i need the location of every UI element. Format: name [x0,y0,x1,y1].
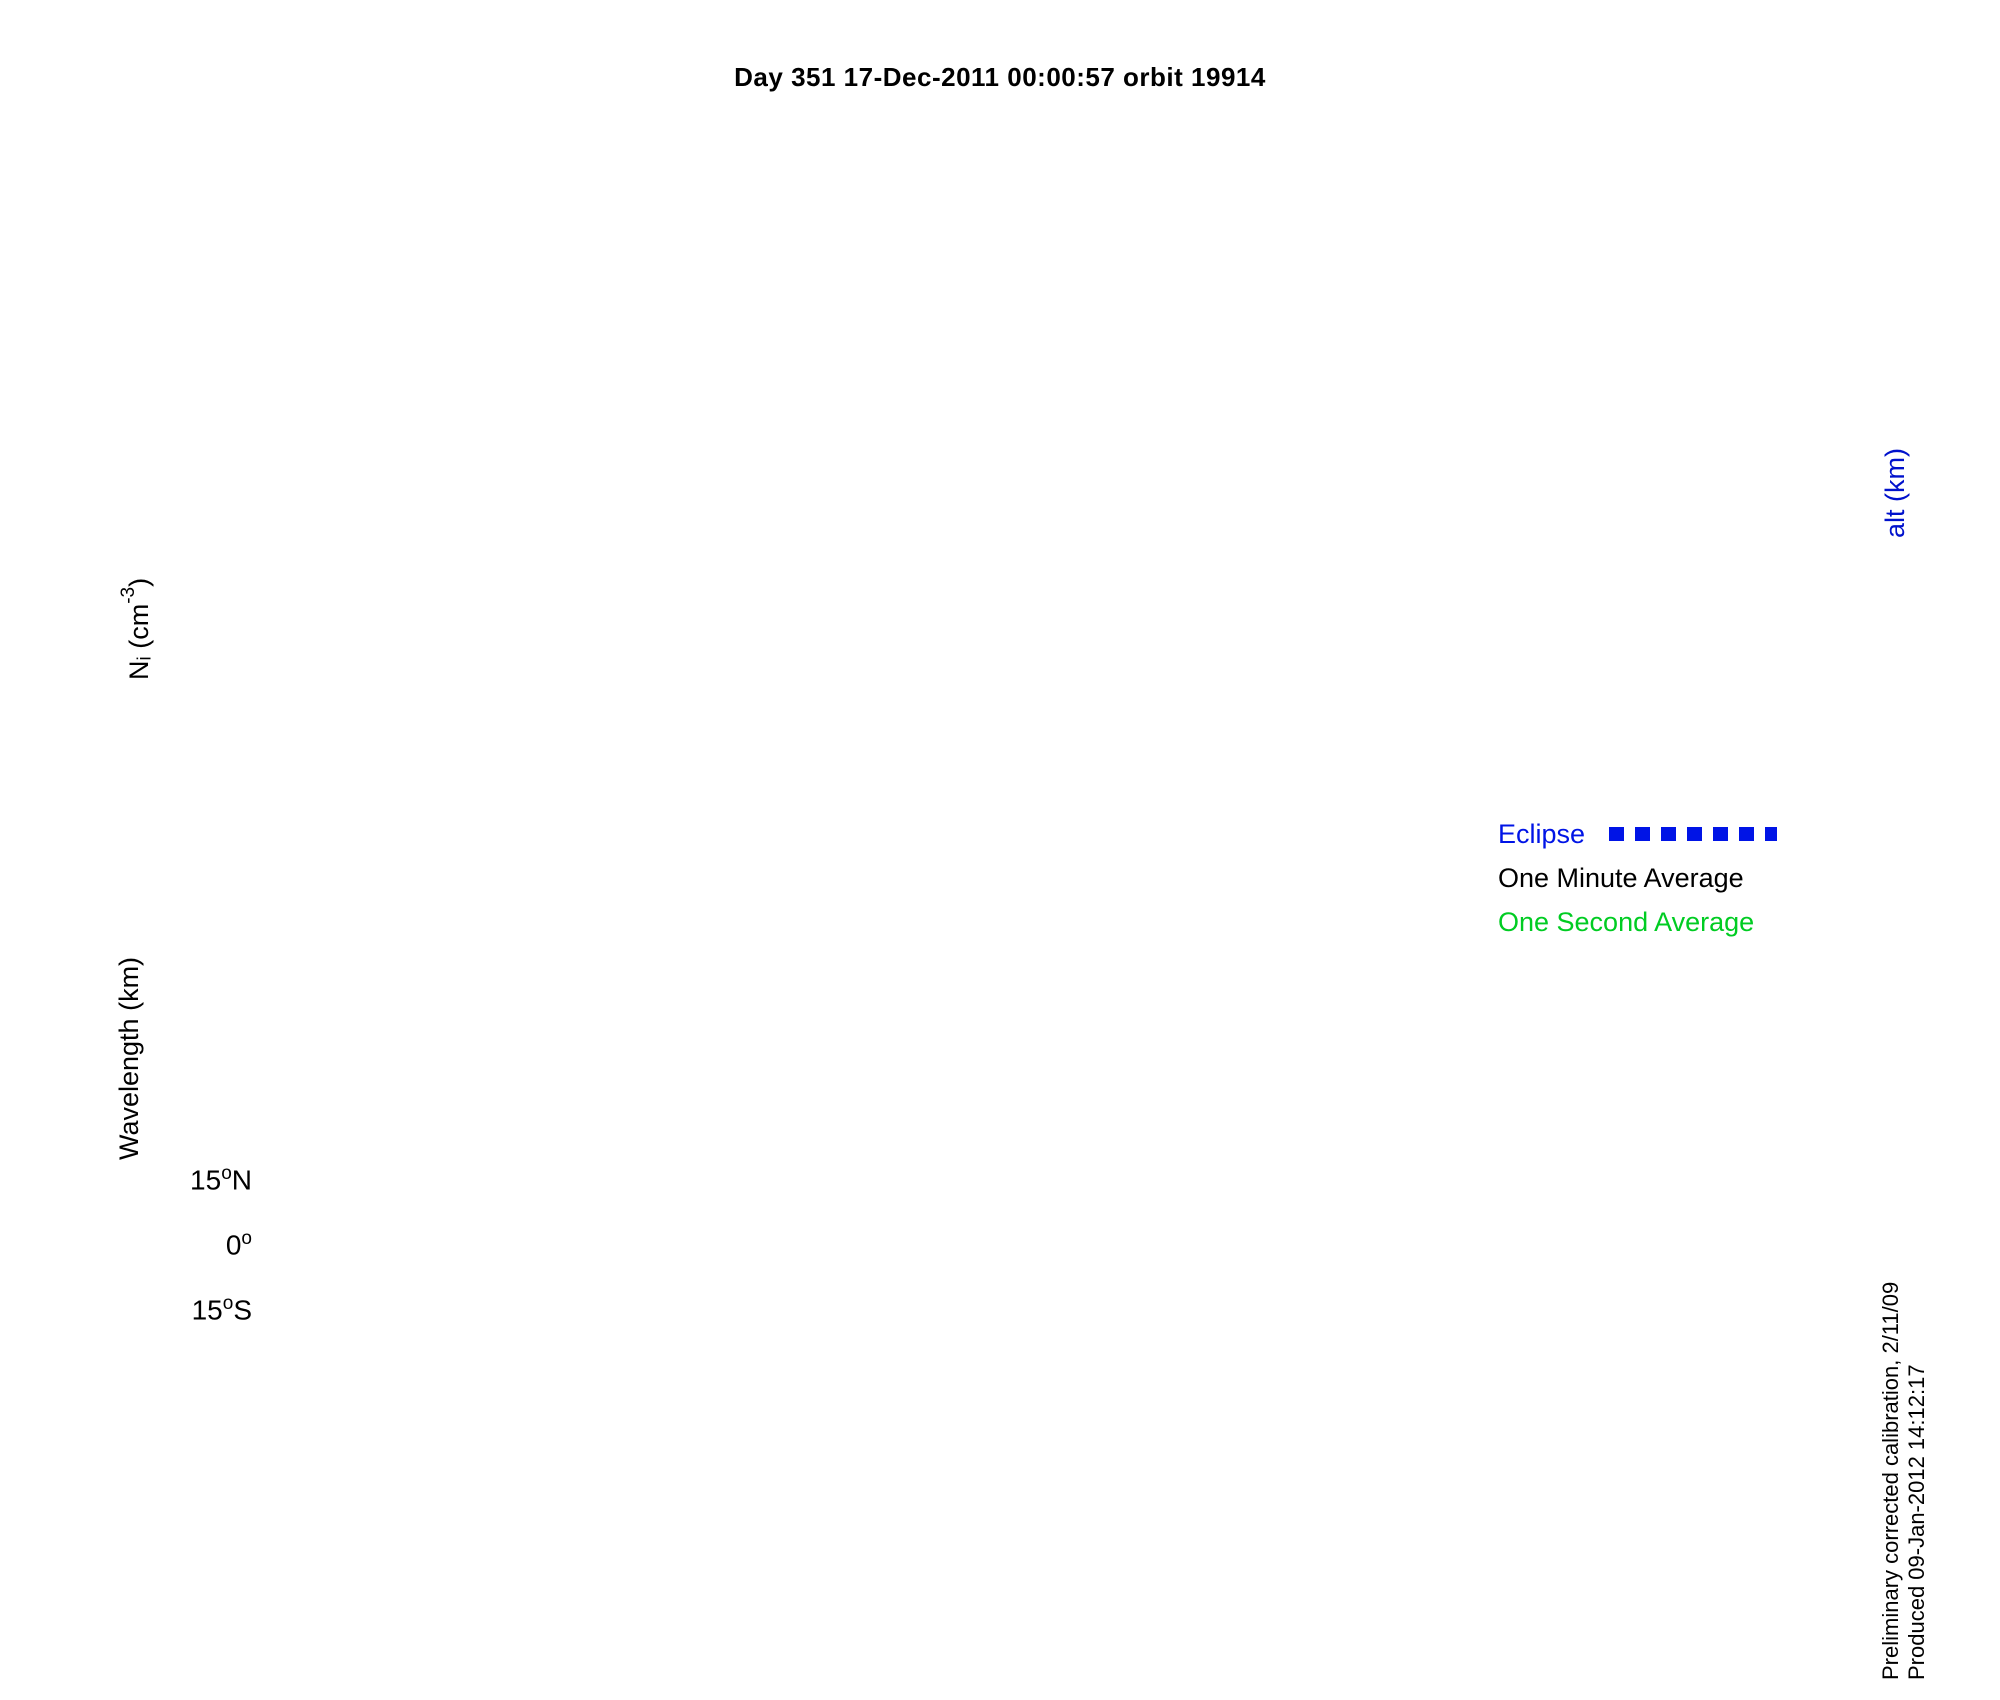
side-annotation: Preliminary corrected calibration, 2/11/… [1878,1250,1930,1680]
legend-label-minute-average: One Minute Average [1498,863,1744,893]
y-axis-label-ion-density: Ni (cm-3) [118,577,156,680]
eclipse-dash-marker-icon [1609,827,1778,841]
side-annotation-line2: Produced 09-Jan-2012 14:12:17 [1904,1364,1929,1680]
y-axis-label-wavelength: Wavelength (km) [114,956,144,1160]
map-lat-label-0: 0o [225,1228,252,1261]
y2-axis-label-altitude: alt (km) [1880,448,1910,538]
legend: Eclipse One Minute Average One Second Av… [1498,812,1778,944]
legend-label-eclipse: Eclipse [1498,819,1586,849]
legend-row-minute: One Minute Average [1498,856,1777,900]
legend-row-eclipse: Eclipse [1498,812,1778,856]
legend-label-second-average: One Second Average [1498,907,1755,937]
legend-row-second: One Second Average [1498,900,1777,944]
map-lat-label-15n: 15oN [190,1163,252,1196]
map-lat-label-15s: 15oS [191,1293,252,1326]
page-title: Day 351 17-Dec-2011 00:00:57 orbit 19914 [734,62,1266,92]
side-annotation-line1: Preliminary corrected calibration, 2/11/… [1878,1281,1903,1680]
